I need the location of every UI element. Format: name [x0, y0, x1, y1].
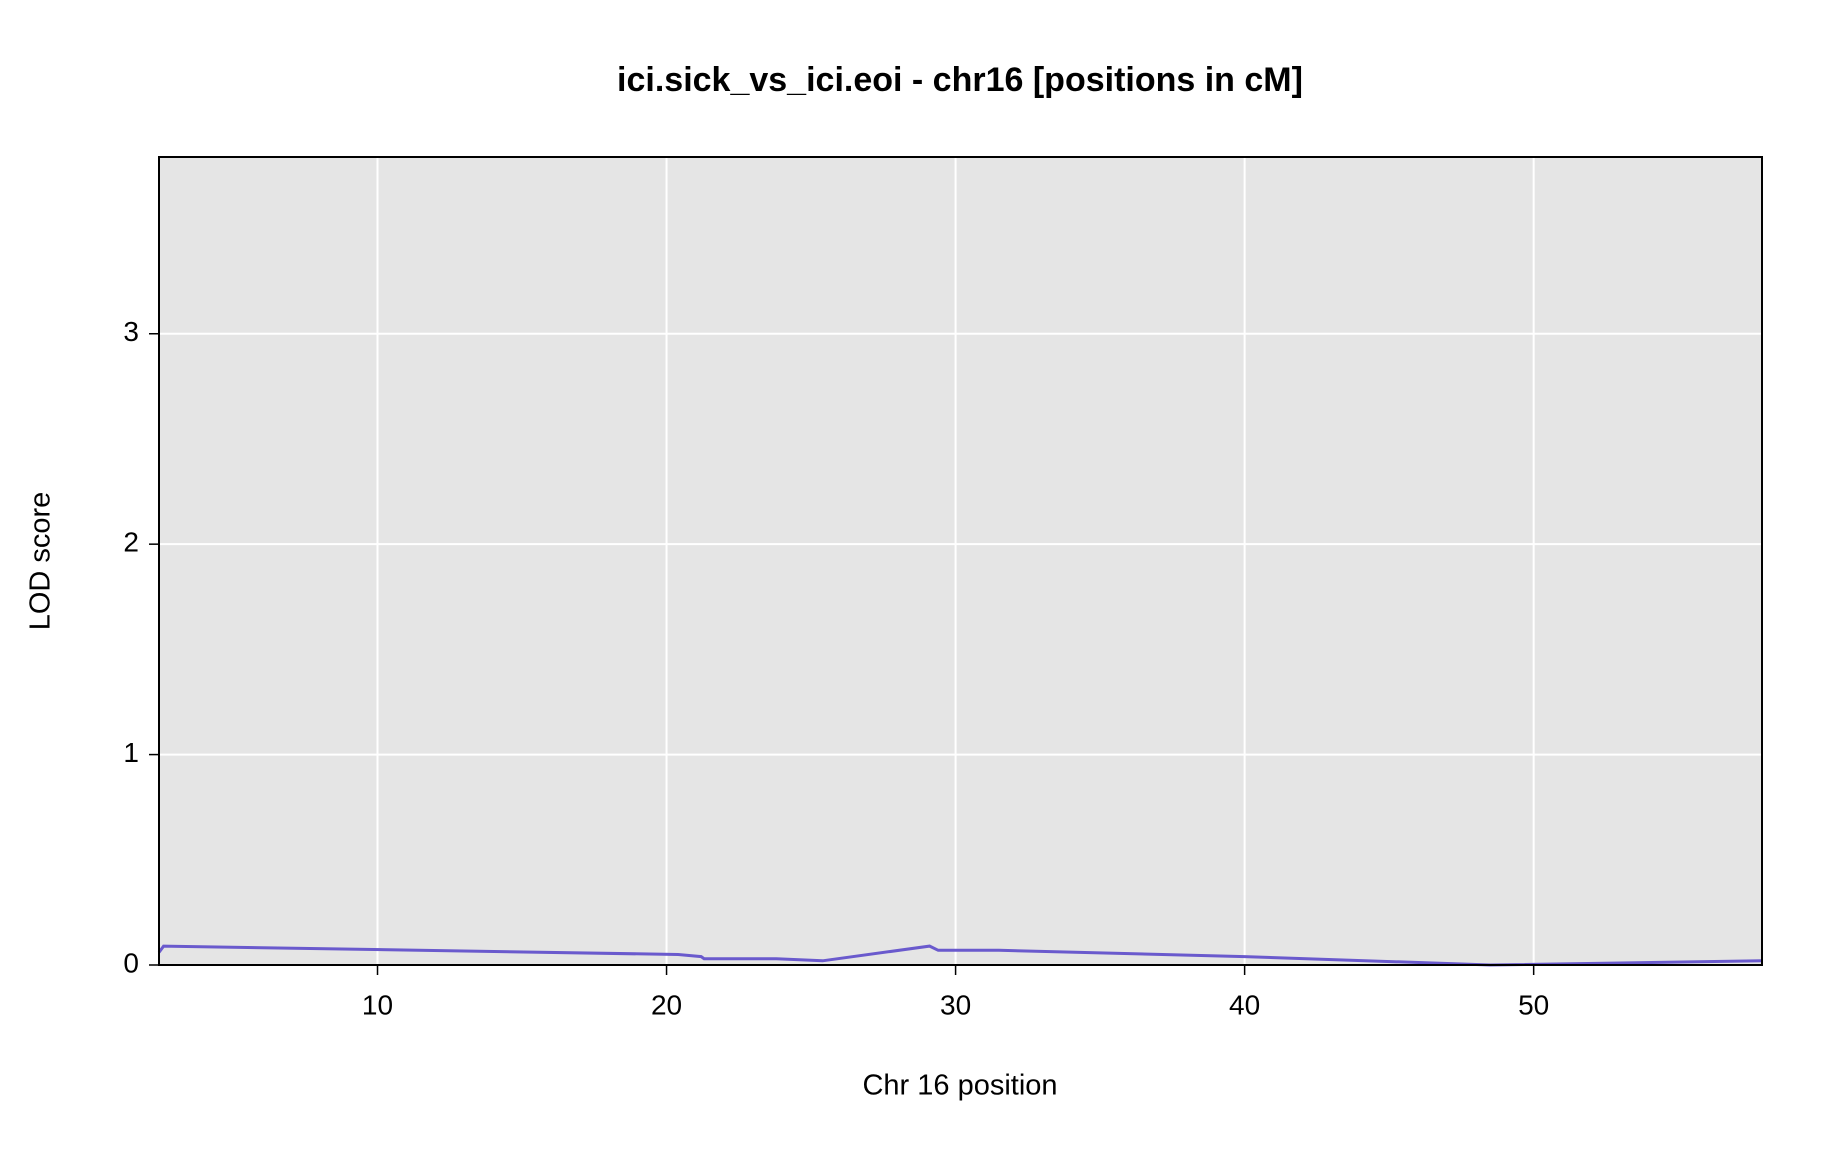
- y-tick-label: 2: [123, 527, 139, 558]
- data-line: [157, 944, 1763, 967]
- x-tick-label: 50: [1518, 989, 1549, 1020]
- x-axis-label: Chr 16 position: [862, 1070, 1057, 1102]
- plot-background: [159, 157, 1762, 965]
- x-tick-label: 20: [651, 989, 682, 1020]
- y-tick-label: 1: [123, 737, 139, 768]
- x-tick-label: 30: [940, 989, 971, 1020]
- x-tick-label: 40: [1229, 989, 1260, 1020]
- y-tick-label: 3: [123, 316, 139, 347]
- x-tick-label: 10: [362, 989, 393, 1020]
- y-axis-label: LOD score: [25, 492, 57, 631]
- y-tick-label: 0: [123, 947, 139, 978]
- plot-border: [158, 156, 1763, 966]
- chart-title: ici.sick_vs_ici.eoi - chr16 [positions i…: [617, 61, 1303, 99]
